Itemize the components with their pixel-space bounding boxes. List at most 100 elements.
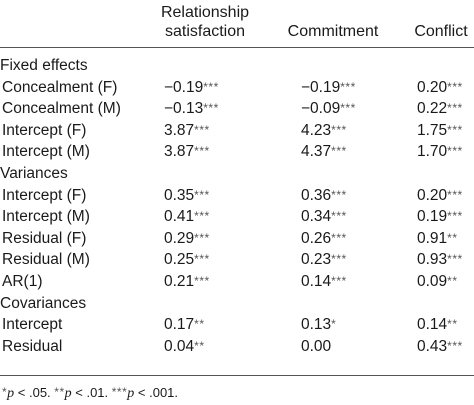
- cell-relationship: 0.04**: [164, 336, 205, 358]
- cell-value: 0.23: [301, 251, 332, 269]
- row-label: Residual: [2, 337, 63, 355]
- footnote-p-1: p: [7, 386, 15, 401]
- cell-relationship: 3.87***: [164, 141, 210, 163]
- cell-conflict: 0.91**: [417, 228, 458, 250]
- significance-stars: ***: [331, 187, 347, 202]
- table-row: Concealment (M) −0.13*** −0.09*** 0.22***: [0, 98, 474, 120]
- significance-stars: ***: [447, 122, 463, 137]
- cell-value: 0.29: [164, 229, 195, 247]
- section-heading-row: Covariances: [0, 293, 474, 315]
- cell-value: 0.04: [164, 337, 195, 355]
- significance-stars: ***: [447, 101, 463, 116]
- cell-conflict: 1.70***: [417, 141, 463, 163]
- significance-stars: ***: [331, 252, 347, 267]
- significance-stars: ***: [331, 230, 347, 245]
- header-commitment: Commitment: [287, 23, 379, 40]
- cell-value: −0.13: [164, 100, 204, 118]
- significance-stars: ***: [194, 273, 210, 288]
- bottom-rule: [0, 375, 474, 376]
- cell-value: 3.87: [164, 143, 195, 161]
- cell-commitment: 0.23***: [301, 249, 347, 271]
- cell-value: 0.13: [301, 316, 332, 334]
- significance-stars: ***: [194, 252, 210, 267]
- footnote-star-1: *: [2, 385, 8, 399]
- section-heading: Variances: [0, 164, 68, 182]
- footnote-text-2: < .01.: [71, 385, 112, 400]
- cell-commitment: 4.37***: [301, 141, 347, 163]
- significance-stars: ***: [194, 230, 210, 245]
- footnote-text-1: < .05.: [14, 385, 55, 400]
- cell-commitment: 0.36***: [301, 185, 347, 207]
- footnote-star-2: **: [54, 385, 65, 399]
- significance-stars: **: [447, 273, 458, 288]
- cell-commitment: 0.13*: [301, 314, 336, 336]
- cell-value: 0.14: [417, 316, 448, 334]
- table-row: AR(1) 0.21*** 0.14*** 0.09**: [0, 271, 474, 293]
- cell-relationship: 3.87***: [164, 120, 210, 142]
- cell-conflict: 0.09**: [417, 271, 458, 293]
- cell-value: 0.21: [164, 272, 195, 290]
- row-label: Intercept: [2, 316, 63, 334]
- cell-value: 0.20: [417, 186, 448, 204]
- cell-value: 0.43: [417, 337, 448, 355]
- table-body: Fixed effects Concealment (F) −0.19*** −0.1…: [0, 55, 474, 357]
- cell-commitment: 0.34***: [301, 206, 347, 228]
- cell-conflict: 0.14**: [417, 314, 458, 336]
- significance-stars: ***: [447, 144, 463, 159]
- cell-commitment: 0.26***: [301, 228, 347, 250]
- header-relationship-line1: Relationship: [160, 4, 250, 21]
- header-relationship-satisfaction: Relationship satisfaction: [150, 3, 260, 41]
- row-label: Concealment (M): [2, 100, 121, 118]
- cell-value: 0.22: [417, 100, 448, 118]
- cell-value: 0.35: [164, 186, 195, 204]
- cell-value: 0.91: [417, 229, 448, 247]
- row-label: Residual (F): [2, 229, 87, 247]
- significance-stars: ***: [194, 144, 210, 159]
- row-label: Residual (M): [2, 251, 90, 269]
- cell-relationship: −0.19***: [164, 77, 219, 99]
- significance-stars: ***: [340, 79, 356, 94]
- cell-conflict: 1.75***: [417, 120, 463, 142]
- cell-relationship: 0.17**: [164, 314, 205, 336]
- significance-stars: ***: [194, 122, 210, 137]
- cell-conflict: 0.20***: [417, 185, 463, 207]
- cell-value: 0.17: [164, 316, 195, 334]
- cell-value: 4.23: [301, 121, 332, 139]
- cell-value: 4.37: [301, 143, 332, 161]
- section-heading: Fixed effects: [0, 57, 88, 74]
- header-conflict: Conflict: [414, 23, 468, 40]
- row-label: Intercept (F): [2, 186, 87, 204]
- cell-relationship: 0.41***: [164, 206, 210, 228]
- table-row: Intercept (M) 3.87*** 4.37*** 1.70***: [0, 141, 474, 163]
- cell-value: 1.75: [417, 121, 448, 139]
- footnote-p-3: p: [127, 386, 135, 401]
- significance-stars: ***: [447, 252, 463, 267]
- cell-value: 0.14: [301, 272, 332, 290]
- row-label: Intercept (M): [2, 208, 90, 226]
- section-heading-row: Fixed effects: [0, 55, 474, 77]
- cell-relationship: 0.25***: [164, 249, 210, 271]
- cell-value: 1.70: [417, 143, 448, 161]
- cell-conflict: 0.20***: [417, 77, 463, 99]
- significance-stars: ***: [447, 187, 463, 202]
- cell-value: −0.19: [164, 78, 204, 96]
- significance-stars: **: [194, 338, 205, 353]
- cell-value: 0.20: [417, 78, 448, 96]
- significance-stars: ***: [331, 122, 347, 137]
- significance-stars: ***: [447, 209, 463, 224]
- significance-stars: ***: [331, 144, 347, 159]
- footnote-star-3: ***: [111, 385, 128, 399]
- cell-value: −0.09: [301, 100, 341, 118]
- cell-value: 0.26: [301, 229, 332, 247]
- significance-stars: ***: [203, 101, 219, 116]
- header-relationship-line2: satisfaction: [164, 23, 246, 40]
- significance-stars: ***: [447, 338, 463, 353]
- cell-relationship: 0.35***: [164, 185, 210, 207]
- row-label: Intercept (F): [2, 121, 87, 139]
- table-row: Residual (M) 0.25*** 0.23*** 0.93***: [0, 249, 474, 271]
- significance-stars: **: [447, 317, 458, 332]
- significance-stars: *: [331, 317, 337, 332]
- cell-commitment: 0.14***: [301, 271, 347, 293]
- cell-value: 0.34: [301, 208, 332, 226]
- footnote-p-2: p: [64, 386, 72, 401]
